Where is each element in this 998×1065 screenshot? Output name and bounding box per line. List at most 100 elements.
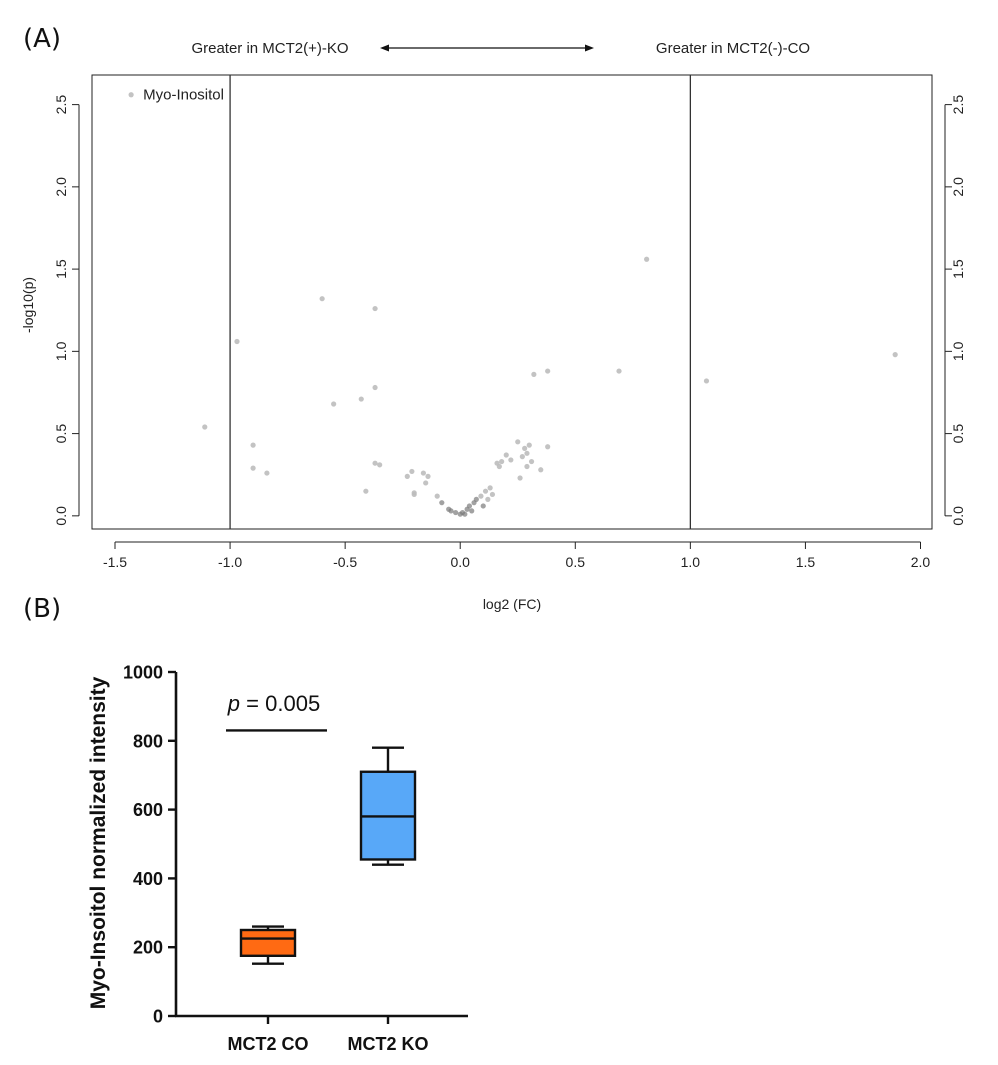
data-point [489, 491, 496, 498]
data-point [420, 470, 426, 476]
data-point [892, 352, 898, 358]
data-point [372, 305, 378, 312]
data-point [462, 511, 468, 517]
data-point [524, 450, 530, 456]
y-tick-label-right: 2.5 [950, 95, 966, 115]
x-tick-label: 2.0 [911, 554, 931, 570]
data-point [473, 496, 479, 502]
y-tick-label-right: 0.5 [950, 424, 966, 444]
data-point [358, 396, 364, 402]
panel-b-label: (B) [23, 594, 61, 624]
data-point [202, 424, 208, 430]
box-mct2-ko [359, 746, 417, 866]
data-point [372, 460, 378, 466]
data-point [524, 463, 530, 470]
x-tick-label: -1.5 [103, 554, 127, 570]
volcano-threshold-lines [229, 75, 692, 529]
boxplot-y-tick-label: 1000 [123, 663, 163, 683]
y-tick-label-right: 1.5 [950, 259, 966, 279]
data-point [319, 296, 325, 302]
boxplot-y-tick-label: 400 [133, 869, 163, 889]
data-point [508, 457, 514, 463]
data-point [453, 509, 459, 516]
data-point [480, 503, 486, 509]
x-tick-label: 1.5 [796, 554, 816, 570]
y-tick-label-left: 2.5 [53, 95, 69, 115]
data-point [469, 508, 475, 514]
x-tick-label: 0.5 [566, 554, 586, 570]
boxplot-y-axis-label: Myo-Insoitol normalized intensity [87, 676, 110, 1009]
p-symbol: p [227, 691, 240, 716]
header-right-label: Greater in MCT2(-)-CO [656, 40, 810, 57]
box-mct2-co [239, 925, 297, 965]
data-point [434, 493, 440, 499]
data-point [485, 496, 491, 502]
data-point [466, 503, 473, 509]
data-point [503, 452, 509, 458]
boxplot-y-tick-label: 600 [133, 800, 163, 820]
x-tick-label: 0.0 [450, 554, 470, 570]
data-point [545, 444, 551, 450]
data-point [234, 338, 240, 345]
data-point [528, 458, 535, 465]
data-point [264, 470, 270, 476]
data-point [372, 384, 378, 391]
box-iqr [239, 928, 297, 957]
boxplot-category-label: MCT2 KO [348, 1034, 429, 1054]
significance-annotation: p = 0.005 [226, 691, 327, 732]
data-point [404, 473, 410, 479]
x-tick-label: -0.5 [333, 554, 357, 570]
x-tick-label: -1.0 [218, 554, 242, 570]
data-point [545, 368, 551, 374]
data-point [411, 491, 417, 498]
data-point [616, 368, 622, 374]
data-point [128, 92, 134, 98]
data-point [703, 378, 710, 384]
volcano-y-axis-left: 0.0 0.5 1.0 1.5 2.0 2.5 [53, 95, 80, 526]
data-point [522, 445, 528, 451]
data-point [515, 439, 521, 445]
header-left-label: Greater in MCT2(+)-KO [191, 40, 348, 57]
data-point [439, 500, 445, 506]
y-tick-label-left: 1.0 [53, 341, 69, 361]
data-point [331, 401, 337, 407]
volcano-y-axis-right: 0.0 0.5 1.0 1.5 2.0 2.5 [944, 95, 966, 526]
data-point [377, 462, 383, 468]
data-point [250, 442, 256, 448]
data-point [526, 442, 532, 448]
data-point [478, 493, 484, 499]
volcano-x-axis-label: log2 (FC) [483, 596, 541, 612]
data-point [644, 256, 650, 262]
y-tick-label-right: 0.0 [950, 506, 966, 526]
y-tick-label-left: 0.5 [53, 424, 69, 444]
p-value-text: = 0.005 [240, 691, 320, 716]
myo-inositol-annotation: Myo-Inositol [143, 87, 224, 104]
panel-a-label: (A) [23, 24, 61, 54]
boxplot-y-tick-label: 0 [153, 1007, 163, 1027]
data-point [531, 371, 537, 377]
boxplot-y-axis: 0 200 400 600 800 1000 [123, 663, 178, 1027]
boxplot-y-tick-label: 200 [133, 938, 163, 958]
x-tick-label: 1.0 [681, 554, 701, 570]
data-point [363, 488, 369, 494]
data-point [487, 485, 493, 491]
data-point [519, 454, 525, 460]
y-tick-label-right: 1.0 [950, 341, 966, 361]
data-point [499, 458, 505, 465]
boxplot-y-tick-label: 800 [133, 731, 163, 751]
data-point [409, 468, 415, 475]
y-tick-label-left: 0.0 [53, 506, 69, 526]
data-point [448, 508, 454, 514]
boxplot-x-axis: MCT2 CO MCT2 KO [175, 1014, 468, 1054]
volcano-plot-frame [91, 74, 933, 530]
volcano-x-axis: -1.5 -1.0 -0.5 0.0 0.5 1.0 1.5 2.0 [103, 541, 931, 570]
boxplot-boxes [239, 746, 417, 965]
boxplot-category-label: MCT2 CO [228, 1034, 309, 1054]
data-point [496, 463, 502, 470]
header-double-arrow [380, 44, 594, 52]
volcano-y-axis-label: -log10(p) [20, 277, 36, 333]
y-tick-label-right: 2.0 [950, 177, 966, 197]
data-point [482, 488, 489, 494]
p-value-label: p = 0.005 [227, 691, 320, 716]
